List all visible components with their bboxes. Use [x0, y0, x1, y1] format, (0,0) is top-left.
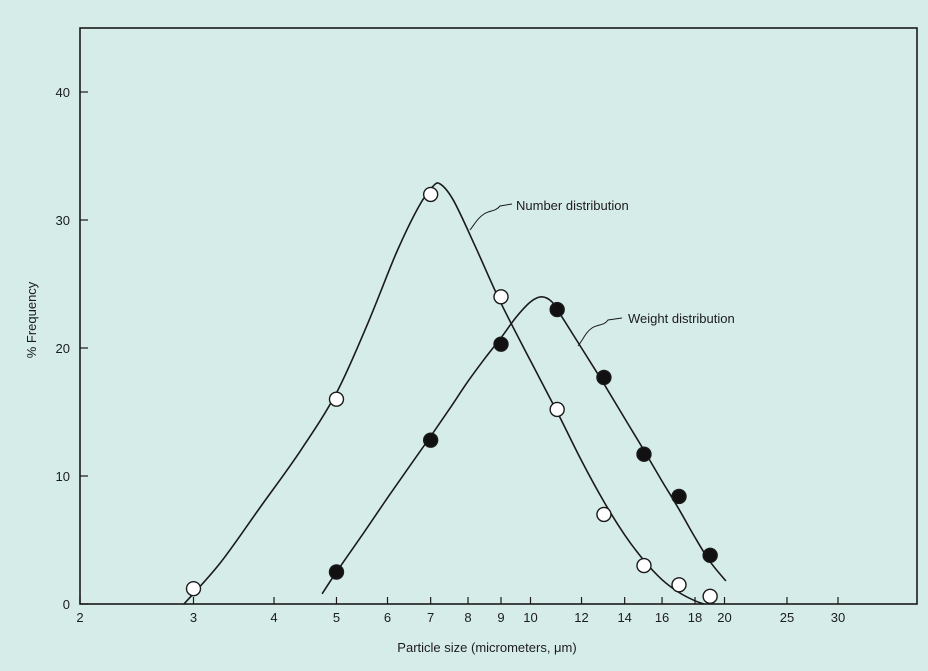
y-tick-label-40: 40 [56, 85, 70, 100]
x-tick-label-25: 25 [780, 610, 794, 625]
number-data-point [328, 391, 345, 407]
weight-distribution-label: Weight distribution [628, 311, 735, 326]
weight-data-point [328, 564, 345, 580]
weight-annotation-leader [577, 317, 623, 347]
y-tick-label-20: 20 [56, 341, 70, 356]
y-axis-title: % Frequency [24, 281, 39, 358]
x-tick-label-6: 6 [384, 610, 391, 625]
weight-data-point [549, 301, 565, 318]
x-tick-label-9: 9 [497, 610, 504, 625]
x-tick-label-12: 12 [574, 610, 588, 625]
y-tick-label-10: 10 [56, 469, 70, 484]
x-tick-label-16: 16 [655, 610, 669, 625]
weight-data-point [671, 488, 687, 505]
y-tick-label-0: 0 [63, 597, 70, 612]
number-data-point [596, 506, 612, 523]
y-axis: 0 10 20 30 40 [56, 85, 88, 612]
number-data-point [702, 588, 718, 605]
series-markers [185, 186, 718, 605]
x-tick-label-14: 14 [617, 610, 631, 625]
x-axis: 2 3 4 5 6 7 8 9 10 12 14 16 18 20 25 30 [76, 597, 845, 625]
weight-data-point [702, 547, 718, 564]
x-tick-label-18: 18 [688, 610, 702, 625]
x-tick-label-2: 2 [76, 610, 83, 625]
number-data-point [636, 557, 652, 574]
x-tick-label-5: 5 [333, 610, 340, 625]
number-data-point [493, 289, 509, 305]
annotations: Number distribution Weight distribution [469, 198, 735, 347]
x-tick-label-8: 8 [464, 610, 471, 625]
y-tick-label-30: 30 [56, 213, 70, 228]
number-data-point [671, 577, 687, 593]
number-annotation-leader [469, 203, 513, 231]
number-distribution-curve [183, 182, 705, 605]
x-tick-label-20: 20 [717, 610, 731, 625]
number-data-point [185, 580, 202, 597]
x-tick-label-7: 7 [427, 610, 434, 625]
x-tick-label-3: 3 [190, 610, 197, 625]
weight-data-point [493, 336, 509, 352]
weight-distribution-curve [321, 295, 727, 595]
x-tick-label-10: 10 [523, 610, 537, 625]
number-distribution-label: Number distribution [516, 198, 629, 213]
x-tick-label-4: 4 [270, 610, 277, 625]
weight-data-point [422, 432, 439, 448]
x-axis-title: Particle size (micrometers, μm) [397, 640, 576, 655]
plot-frame [79, 27, 918, 605]
weight-data-point [636, 446, 652, 462]
weight-data-point [596, 369, 612, 386]
series-curves [183, 182, 727, 605]
number-data-point [549, 401, 565, 418]
number-data-point [422, 186, 439, 203]
x-tick-label-30: 30 [831, 610, 845, 625]
